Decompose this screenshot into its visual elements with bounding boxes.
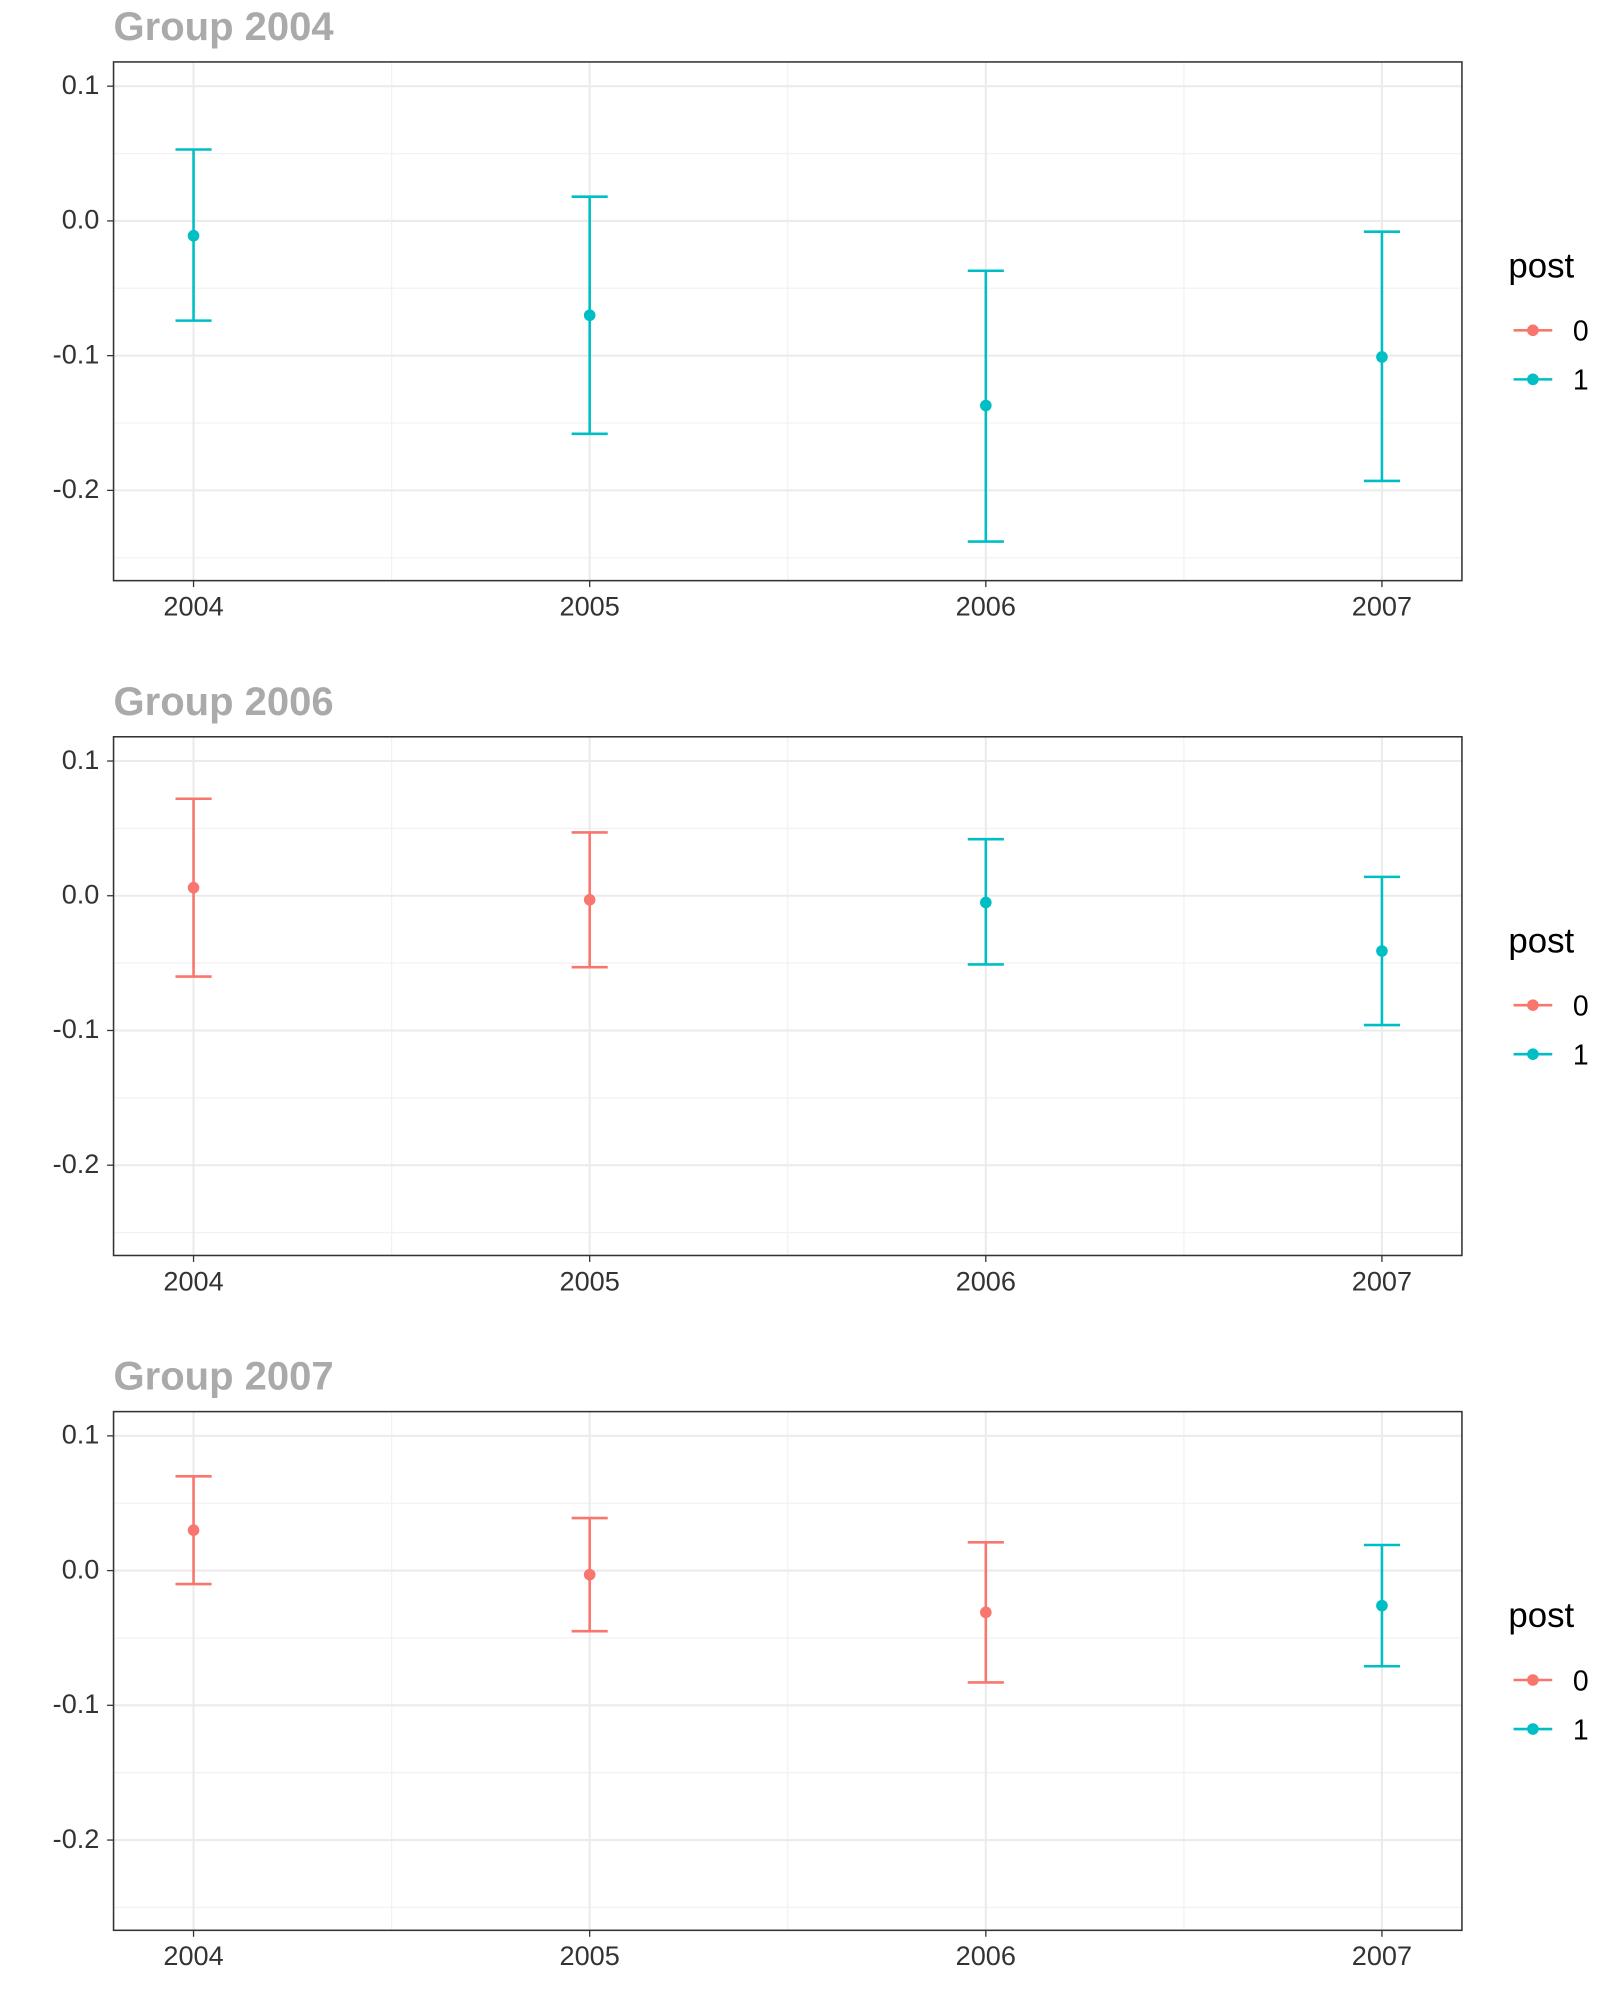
legend-label-0: 0 xyxy=(1573,316,1589,348)
legend-title: post xyxy=(1508,921,1574,960)
legend-key-point-1 xyxy=(1527,373,1539,386)
point-2007 xyxy=(1376,1599,1388,1612)
panel-border xyxy=(112,61,1463,582)
point-2005 xyxy=(583,1568,596,1581)
panel-title: Group 2004 xyxy=(114,5,335,49)
legend-title: post xyxy=(1508,1596,1574,1635)
legend-label-0: 0 xyxy=(1573,990,1589,1022)
point-2007 xyxy=(1376,945,1388,957)
y-tick-label: -0.2 xyxy=(53,1823,100,1854)
point-2005 xyxy=(583,309,596,322)
y-tick-label: -0.1 xyxy=(53,338,100,369)
x-tick-label: 2006 xyxy=(956,590,1016,621)
panel-border xyxy=(112,1410,1463,1932)
y-tick-label: 0.1 xyxy=(62,69,100,100)
legend-key-point-0 xyxy=(1527,1674,1539,1686)
legend-label-1: 1 xyxy=(1573,365,1589,397)
point-2006 xyxy=(980,896,992,909)
point-2006 xyxy=(980,1606,992,1619)
legend-label-0: 0 xyxy=(1573,1665,1589,1697)
y-tick-label: -0.2 xyxy=(53,1148,100,1179)
chart-panel-group-2006: Group 2006 0.1 0.0 -0.1 -0.2 2004 2005 2006 2007… xyxy=(53,680,1589,1296)
x-tick-label: 2005 xyxy=(560,1940,620,1971)
point-2006 xyxy=(980,399,992,412)
y-tick-label: -0.2 xyxy=(53,473,100,504)
legend-key-point-1 xyxy=(1527,1048,1539,1060)
point-2005 xyxy=(583,893,596,906)
y-tick-label: 0.0 xyxy=(62,204,100,235)
y-tick-label: 0.0 xyxy=(62,1553,100,1584)
panel-title: Group 2007 xyxy=(114,1355,334,1399)
chart-panel-group-2004: Group 2004 0.1 0.0 -0.1 -0.2 2004 2005 2006 2007… xyxy=(53,5,1589,621)
x-tick-label: 2004 xyxy=(163,1265,223,1296)
chart-panel-group-2007: Group 2007 0.1 0.0 -0.1 -0.2 2004 2005 2006 2007… xyxy=(53,1355,1589,1971)
x-tick-label: 2007 xyxy=(1352,590,1412,621)
x-tick-label: 2005 xyxy=(560,1265,620,1296)
point-2004 xyxy=(187,1524,200,1536)
y-tick-label: -0.1 xyxy=(53,1013,100,1044)
legend-title: post xyxy=(1508,246,1574,285)
y-tick-label: 0.1 xyxy=(62,1419,100,1450)
x-tick-label: 2007 xyxy=(1352,1265,1412,1296)
point-2007 xyxy=(1376,351,1388,363)
x-tick-label: 2004 xyxy=(163,1940,223,1971)
legend-key-point-0 xyxy=(1527,324,1539,337)
y-tick-label: -0.1 xyxy=(53,1688,100,1719)
x-tick-label: 2007 xyxy=(1352,1940,1412,1971)
legend-label-1: 1 xyxy=(1573,1040,1589,1072)
x-tick-label: 2006 xyxy=(956,1940,1016,1971)
x-tick-label: 2005 xyxy=(560,590,620,621)
x-tick-label: 2004 xyxy=(163,590,223,621)
y-tick-label: 0.1 xyxy=(62,744,100,775)
panel-title: Group 2006 xyxy=(114,680,334,724)
point-2004 xyxy=(187,229,200,242)
point-2004 xyxy=(187,881,200,894)
legend-key-point-0 xyxy=(1527,999,1539,1011)
panel-border xyxy=(112,735,1463,1257)
y-tick-label: 0.0 xyxy=(62,878,100,909)
x-tick-label: 2006 xyxy=(956,1265,1016,1296)
legend-label-1: 1 xyxy=(1573,1714,1589,1746)
legend-key-point-1 xyxy=(1527,1723,1539,1735)
